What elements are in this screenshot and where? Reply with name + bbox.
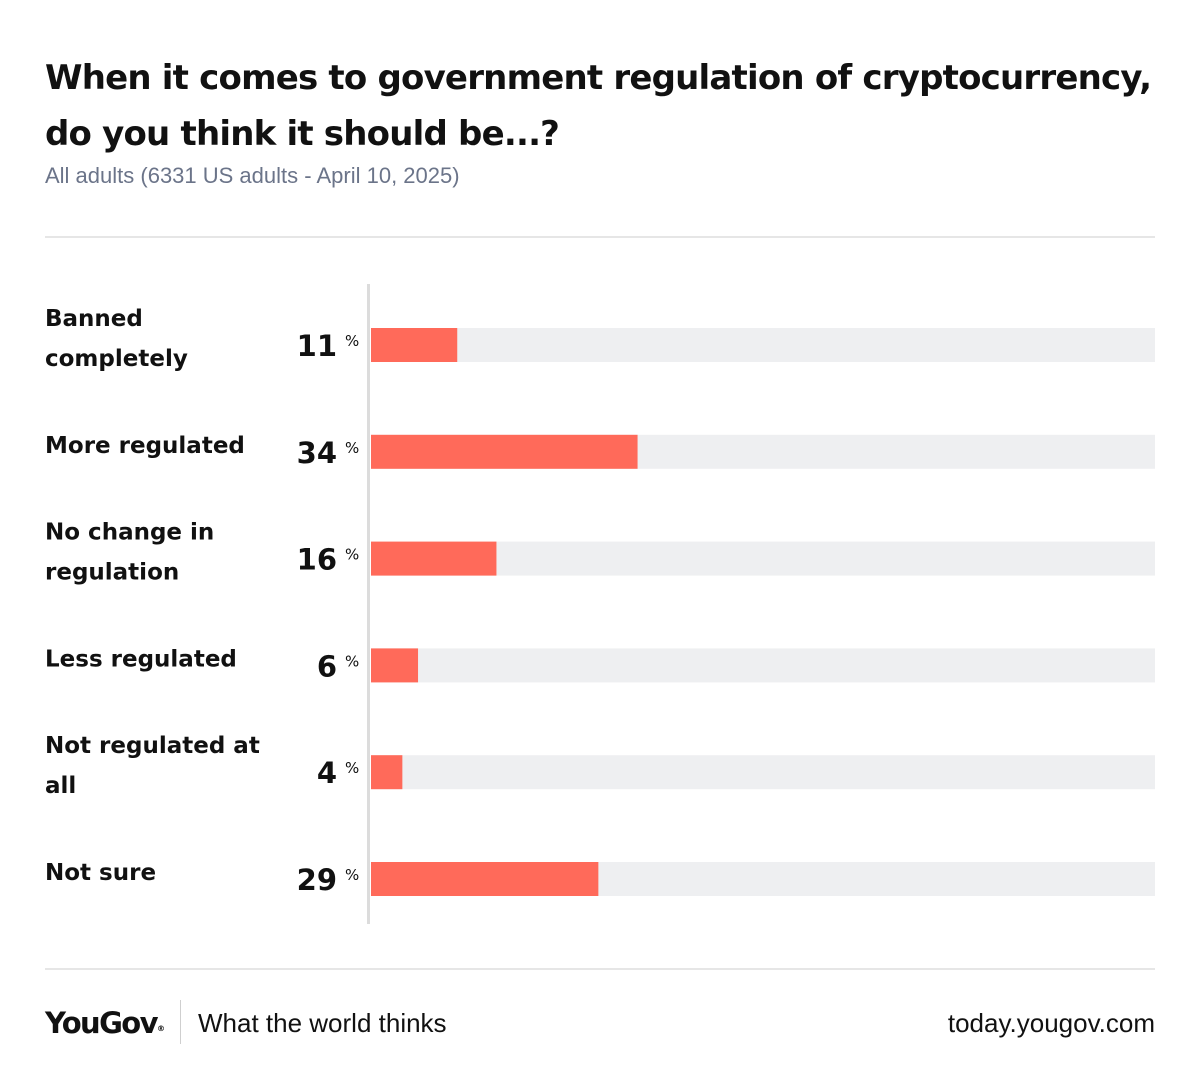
- bar-track: [371, 648, 1155, 683]
- bar: [371, 328, 458, 362]
- percent-sign: %: [345, 866, 359, 884]
- data-label: 34: [297, 436, 337, 470]
- category-label: Not sure: [45, 860, 156, 886]
- chart-subtitle: All adults (6331 US adults - April 10, 2…: [45, 163, 460, 188]
- yougov-logo[interactable]: YouGov®: [45, 1003, 165, 1043]
- percent-sign: %: [345, 332, 359, 350]
- bar: [371, 541, 497, 576]
- chart-title: When it comes to government regulation o…: [45, 58, 1152, 154]
- data-label: 6: [317, 649, 337, 683]
- category-label: Banned completely: [45, 306, 188, 372]
- top-divider: [45, 236, 1155, 238]
- y-axis-line: [367, 284, 370, 924]
- data-label: 4: [317, 756, 337, 790]
- percent-sign: %: [345, 759, 359, 777]
- data-label: 16: [297, 543, 337, 577]
- percent-sign: %: [345, 546, 359, 564]
- category-label: Less regulated: [45, 646, 237, 672]
- bar: [371, 862, 599, 896]
- bar-track: [371, 328, 1155, 362]
- category-label: No change in regulation: [45, 520, 214, 586]
- data-label: 29: [297, 863, 337, 897]
- percent-sign: %: [345, 439, 359, 457]
- registered-mark: ®: [156, 1024, 165, 1033]
- footer-url-link[interactable]: today.yougov.com: [947, 1008, 1155, 1038]
- data-label: 11: [297, 329, 337, 363]
- bar-track: [371, 755, 1155, 790]
- bar-track: [371, 541, 1155, 576]
- footer-tagline: What the world thinks: [198, 1008, 447, 1038]
- category-label: More regulated: [45, 433, 245, 459]
- bar: [371, 434, 638, 469]
- logo-text: YouGov: [45, 1006, 159, 1040]
- footer-divider: [180, 1000, 181, 1044]
- percent-sign: %: [345, 652, 359, 670]
- bottom-divider: [45, 968, 1155, 970]
- bar: [371, 648, 419, 683]
- bar: [371, 755, 403, 790]
- category-label: Not regulated at all: [45, 733, 260, 799]
